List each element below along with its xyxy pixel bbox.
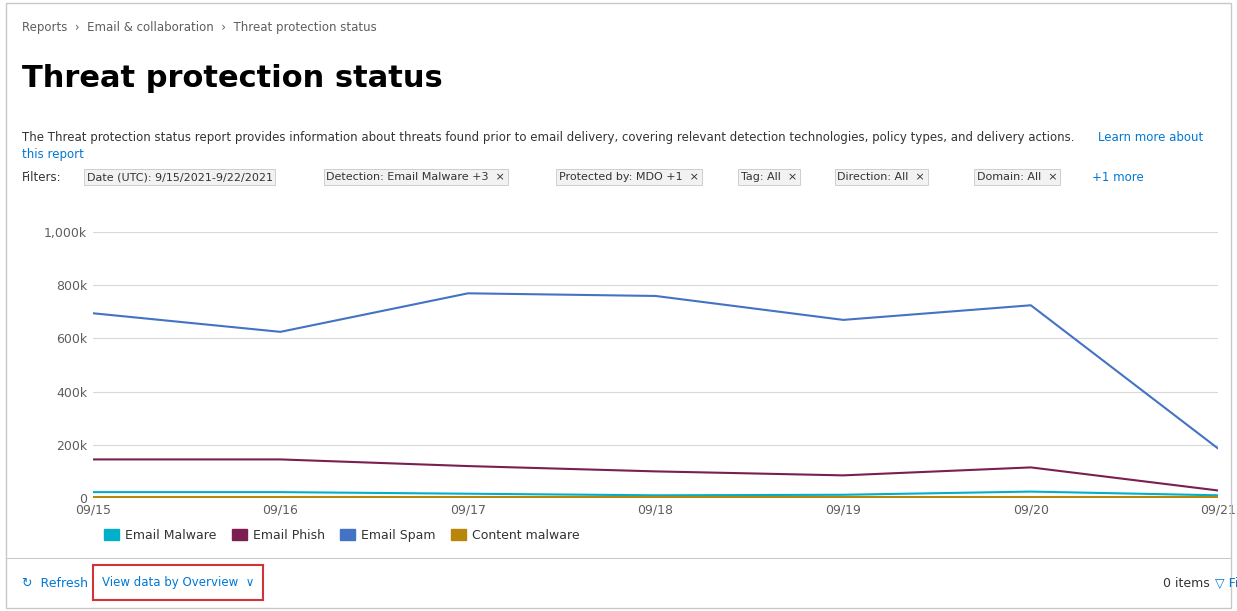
Text: +1 more: +1 more (1092, 170, 1144, 184)
Text: Tag: All  ×: Tag: All × (741, 172, 798, 182)
Legend: Email Malware, Email Phish, Email Spam, Content malware: Email Malware, Email Phish, Email Spam, … (99, 524, 585, 547)
Text: View data by Overview  ∨: View data by Overview ∨ (101, 576, 255, 589)
Text: Date (UTC): 9/15/2021-9/22/2021: Date (UTC): 9/15/2021-9/22/2021 (87, 172, 272, 182)
Text: Threat protection status: Threat protection status (22, 64, 443, 93)
Text: 0 items: 0 items (1163, 577, 1210, 590)
Text: ▽ Filter: ▽ Filter (1215, 577, 1237, 590)
Text: Reports  ›  Email & collaboration  ›  Threat protection status: Reports › Email & collaboration › Threat… (22, 21, 377, 34)
Text: this report: this report (22, 148, 84, 161)
Text: Protected by: MDO +1  ×: Protected by: MDO +1 × (559, 172, 699, 182)
Text: ↻  Refresh: ↻ Refresh (22, 577, 88, 590)
Text: The Threat protection status report provides information about threats found pri: The Threat protection status report prov… (22, 131, 1075, 144)
Text: Direction: All  ×: Direction: All × (837, 172, 925, 182)
Text: Domain: All  ×: Domain: All × (977, 172, 1058, 182)
Text: Learn more about: Learn more about (1098, 131, 1204, 144)
Text: Detection: Email Malware +3  ×: Detection: Email Malware +3 × (327, 172, 505, 182)
Text: Filters:: Filters: (22, 170, 62, 184)
